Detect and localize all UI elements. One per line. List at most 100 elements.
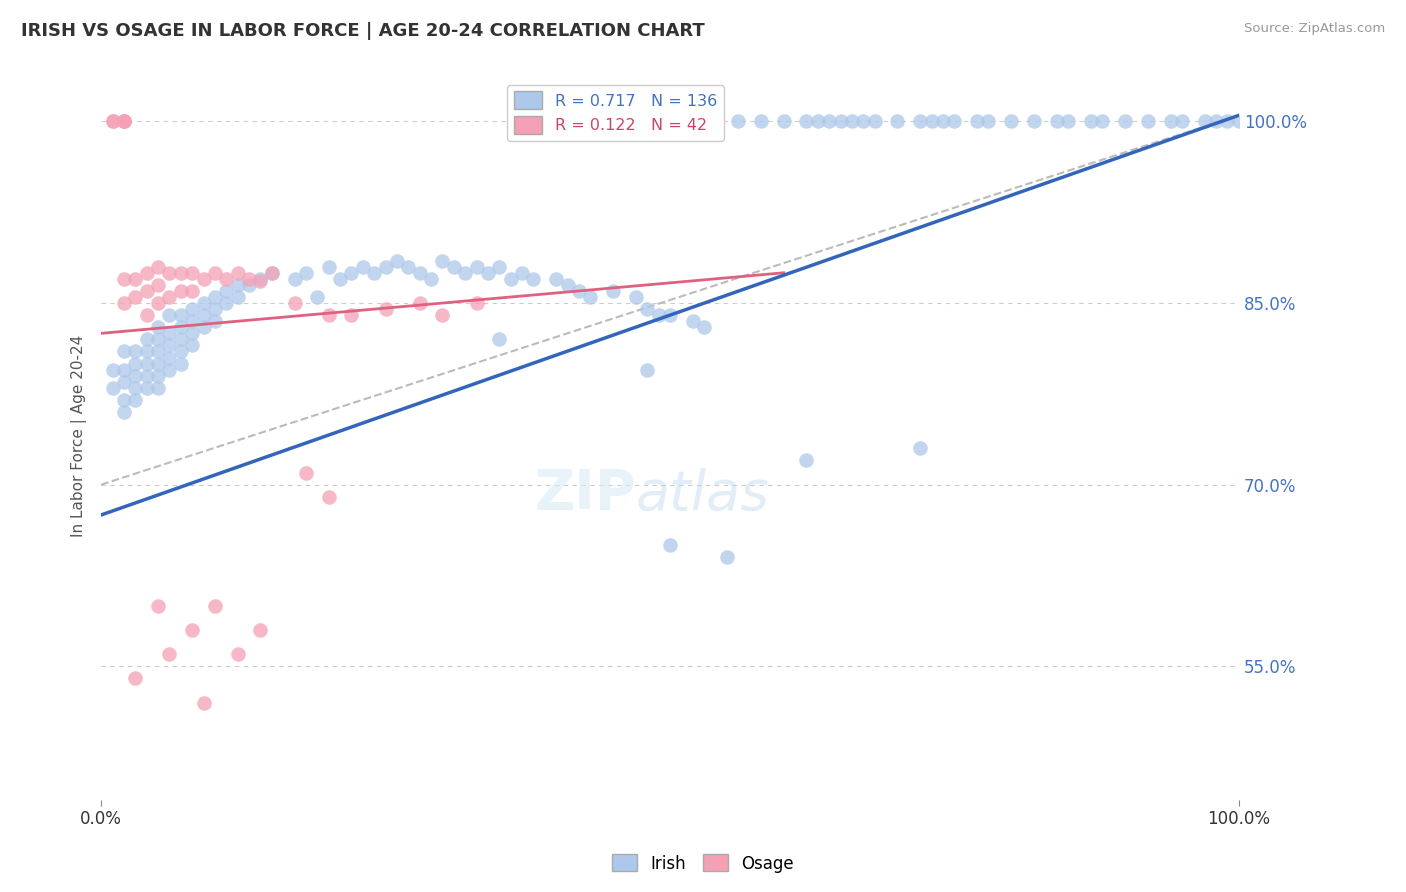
Point [557, 277, 579, 292]
Point [510, 266, 533, 280]
Point [135, 266, 157, 280]
Point [170, 266, 193, 280]
Point [101, 362, 124, 376]
Point [477, 266, 499, 280]
Legend: Irish, Osage: Irish, Osage [606, 847, 800, 880]
Point [682, 314, 704, 328]
Point [624, 290, 647, 304]
Point [181, 326, 204, 341]
Point [124, 368, 146, 383]
Point [295, 266, 318, 280]
Point [170, 308, 193, 322]
Point [112, 114, 135, 128]
Point [443, 260, 465, 274]
Point [546, 272, 568, 286]
Point [146, 320, 169, 334]
Point [249, 272, 271, 286]
Point [146, 332, 169, 346]
Point [146, 277, 169, 292]
Point [135, 308, 157, 322]
Point [204, 314, 226, 328]
Point [112, 375, 135, 389]
Point [146, 344, 169, 359]
Point [807, 114, 830, 128]
Point [124, 381, 146, 395]
Point [226, 290, 249, 304]
Point [135, 368, 157, 383]
Point [204, 290, 226, 304]
Point [329, 272, 352, 286]
Point [146, 599, 169, 613]
Point [396, 260, 419, 274]
Point [204, 266, 226, 280]
Point [408, 266, 430, 280]
Point [112, 114, 135, 128]
Point [226, 266, 249, 280]
Legend: R = 0.717   N = 136, R = 0.122   N = 42: R = 0.717 N = 136, R = 0.122 N = 42 [508, 85, 724, 141]
Point [910, 442, 932, 456]
Point [157, 362, 180, 376]
Point [135, 381, 157, 395]
Point [636, 362, 658, 376]
Point [124, 357, 146, 371]
Point [181, 314, 204, 328]
Point [135, 284, 157, 298]
Point [522, 272, 544, 286]
Point [170, 357, 193, 371]
Point [568, 284, 591, 298]
Point [772, 114, 794, 128]
Text: atlas: atlas [636, 468, 770, 521]
Point [363, 266, 385, 280]
Point [1057, 114, 1080, 128]
Point [238, 272, 260, 286]
Point [295, 466, 318, 480]
Point [181, 266, 204, 280]
Point [841, 114, 863, 128]
Point [352, 260, 374, 274]
Point [193, 272, 215, 286]
Point [318, 490, 340, 504]
Point [181, 338, 204, 352]
Point [204, 599, 226, 613]
Point [124, 290, 146, 304]
Point [432, 308, 454, 322]
Point [1091, 114, 1114, 128]
Point [193, 320, 215, 334]
Point [488, 260, 510, 274]
Point [830, 114, 852, 128]
Point [249, 274, 271, 288]
Point [101, 114, 124, 128]
Point [170, 284, 193, 298]
Point [146, 357, 169, 371]
Point [112, 114, 135, 128]
Point [863, 114, 886, 128]
Point [238, 277, 260, 292]
Point [465, 296, 488, 310]
Point [932, 114, 955, 128]
Point [796, 114, 818, 128]
Text: IRISH VS OSAGE IN LABOR FORCE | AGE 20-24 CORRELATION CHART: IRISH VS OSAGE IN LABOR FORCE | AGE 20-2… [21, 22, 704, 40]
Point [910, 114, 932, 128]
Point [966, 114, 988, 128]
Point [1171, 114, 1194, 128]
Point [454, 266, 477, 280]
Point [340, 308, 363, 322]
Point [157, 338, 180, 352]
Point [181, 284, 204, 298]
Point [170, 332, 193, 346]
Point [112, 405, 135, 419]
Point [818, 114, 841, 128]
Point [124, 392, 146, 407]
Point [249, 623, 271, 637]
Point [1194, 114, 1216, 128]
Point [157, 647, 180, 661]
Point [157, 351, 180, 365]
Point [943, 114, 966, 128]
Point [193, 696, 215, 710]
Point [112, 392, 135, 407]
Point [1136, 114, 1159, 128]
Text: Source: ZipAtlas.com: Source: ZipAtlas.com [1244, 22, 1385, 36]
Point [658, 538, 681, 552]
Point [193, 296, 215, 310]
Point [260, 266, 283, 280]
